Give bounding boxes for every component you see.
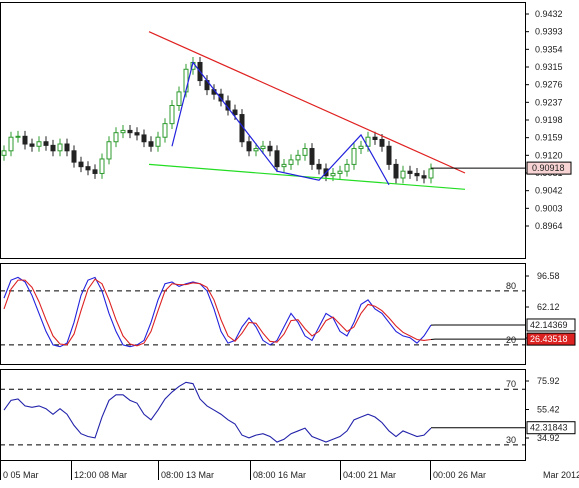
candle-body xyxy=(86,167,90,170)
candle-body xyxy=(156,137,160,146)
candle-body xyxy=(345,164,349,171)
price-tick-label: 0.9237 xyxy=(535,97,563,107)
stochastic-level-label: 80 xyxy=(506,281,516,291)
rsi-tick-label: 75.92 xyxy=(537,376,560,386)
candle-body xyxy=(261,146,265,148)
candle-body xyxy=(93,170,97,174)
candle-body xyxy=(373,137,377,139)
candle-body xyxy=(114,133,118,142)
candle-body xyxy=(51,145,55,150)
candle-body xyxy=(100,159,104,173)
candle-body xyxy=(135,133,139,135)
time-tick-label: 08:00 13 Mar xyxy=(161,470,214,480)
price-tick-label: 0.9120 xyxy=(535,150,563,160)
candle-body xyxy=(282,164,286,166)
stochastic-d-value: 26.43518 xyxy=(530,334,568,344)
time-tick-label: 00:00 26 Mar xyxy=(433,470,486,480)
candle-body xyxy=(317,164,321,169)
candle-body xyxy=(58,144,62,151)
rsi-level-label: 70 xyxy=(506,379,516,389)
candle-body xyxy=(9,137,13,151)
stochastic-level-label: 20 xyxy=(506,335,516,345)
candle-body xyxy=(387,146,391,164)
candle-body xyxy=(401,171,405,178)
candle-body xyxy=(30,144,34,146)
candle-body xyxy=(142,135,146,142)
price-tick-label: 0.9003 xyxy=(535,203,563,213)
candle-body xyxy=(2,151,6,156)
price-tick-label: 0.9276 xyxy=(535,80,563,90)
candle-body xyxy=(310,149,314,165)
candle-body xyxy=(352,149,356,165)
rsi-value: 42.31843 xyxy=(530,423,568,433)
time-tick-label: Mar 2012 xyxy=(543,470,579,480)
candle-body xyxy=(429,169,433,178)
price-tick-label: 0.9432 xyxy=(535,9,563,19)
price-tick-label: 0.8964 xyxy=(535,221,563,231)
candle-body xyxy=(72,151,76,162)
price-tick-label: 0.9198 xyxy=(535,115,563,125)
candle-body xyxy=(247,142,251,151)
candle-body xyxy=(331,173,335,175)
time-tick-label: 0 05 Mar xyxy=(3,470,39,480)
price-tick-label: 0.9042 xyxy=(535,186,563,196)
candle-body xyxy=(163,124,167,138)
candle-body xyxy=(149,142,153,147)
time-tick-label: 12:00 08 Mar xyxy=(74,470,127,480)
stochastic-k-value: 42.14369 xyxy=(530,320,568,330)
candle-body xyxy=(37,142,41,147)
stochastic-tick-label: 62.12 xyxy=(537,302,560,312)
candle-body xyxy=(296,155,300,160)
candle-body xyxy=(380,139,384,146)
candle-body xyxy=(303,149,307,156)
price-tick-label: 0.9159 xyxy=(535,133,563,143)
current-price-label: 0.90918 xyxy=(532,163,565,173)
time-tick-label: 08:00 16 Mar xyxy=(253,470,306,480)
time-tick-label: 04:00 21 Mar xyxy=(343,470,396,480)
rsi-level-label: 30 xyxy=(506,435,516,445)
candle-body xyxy=(16,136,20,137)
candle-body xyxy=(359,146,363,148)
candle-body xyxy=(107,142,111,159)
candle-body xyxy=(233,110,237,115)
candle-body xyxy=(65,144,69,151)
price-tick-label: 0.9393 xyxy=(535,27,563,37)
candle-body xyxy=(289,160,293,165)
candle-body xyxy=(23,136,27,144)
candle-body xyxy=(128,130,132,132)
price-tick-label: 0.9354 xyxy=(535,44,563,54)
rsi-tick-label: 55.42 xyxy=(537,405,560,415)
candle-body xyxy=(415,173,419,175)
candle-body xyxy=(170,106,174,124)
candle-body xyxy=(254,149,258,151)
candle-body xyxy=(177,92,181,106)
candle-body xyxy=(408,171,412,173)
stochastic-tick-label: 96.58 xyxy=(537,271,560,281)
rsi-tick-label: 34.92 xyxy=(537,433,560,443)
candle-body xyxy=(121,130,125,132)
candle-body xyxy=(79,162,83,167)
price-tick-label: 0.9315 xyxy=(535,62,563,72)
candle-body xyxy=(44,142,48,146)
candle-body xyxy=(338,171,342,173)
candle-body xyxy=(275,151,279,167)
candle-body xyxy=(422,176,426,178)
candle-body xyxy=(394,164,398,178)
candle-body xyxy=(268,146,272,151)
